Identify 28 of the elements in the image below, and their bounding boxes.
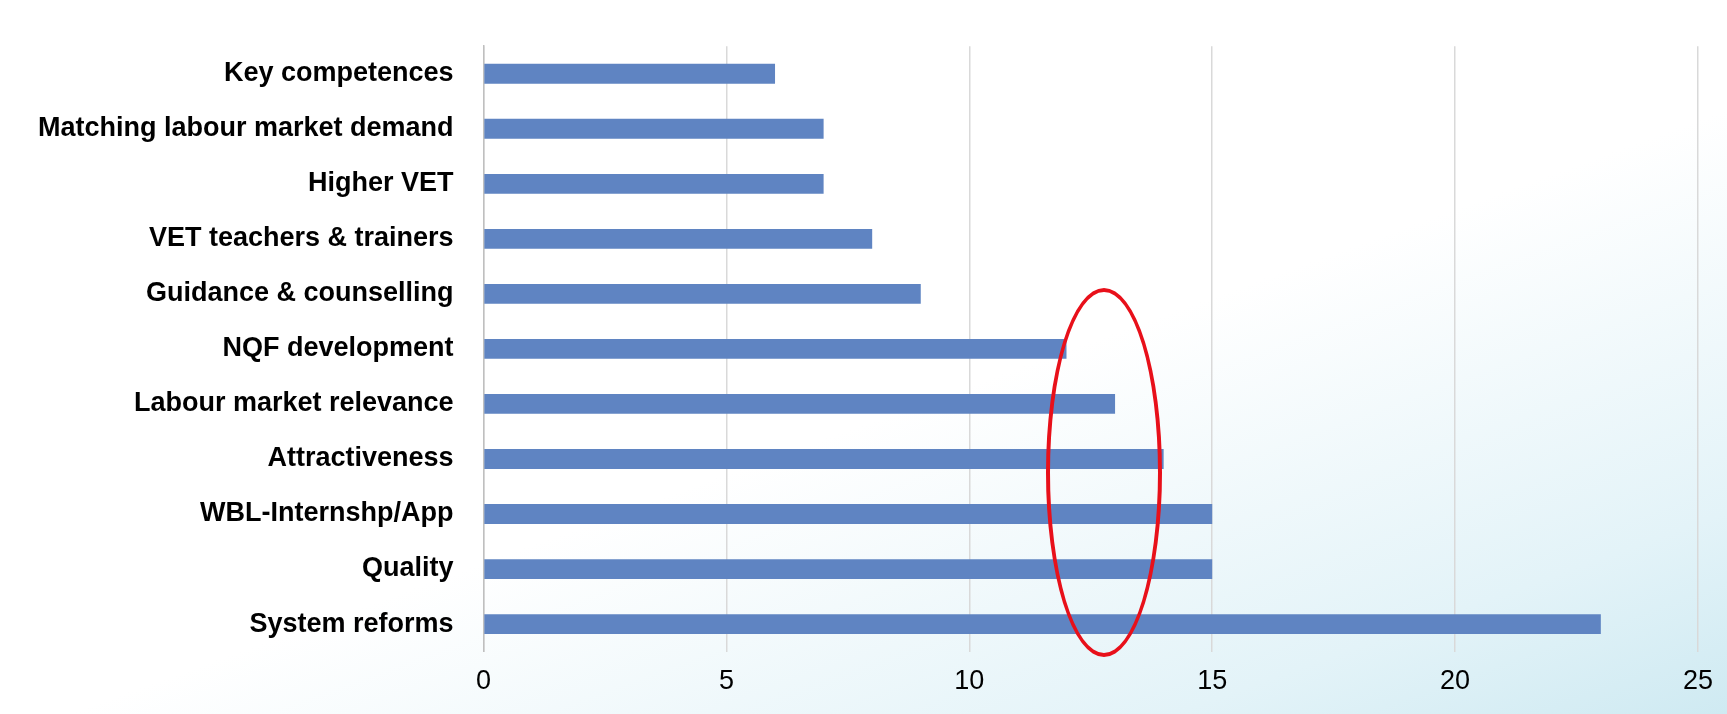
- bar: [484, 173, 824, 194]
- y-tick-label: Higher VET: [308, 167, 455, 198]
- bar: [484, 559, 1213, 579]
- bar: [484, 449, 1164, 469]
- bar: [484, 228, 873, 249]
- y-tick-label: Labour market relevance: [133, 387, 454, 418]
- bar: [484, 614, 1601, 634]
- bar: [484, 118, 824, 139]
- x-tick-label: 5: [718, 665, 734, 696]
- bar: [484, 394, 1116, 414]
- y-tick-label: NQF development: [222, 332, 454, 363]
- y-tick-label: WBL-Internshp/App: [200, 497, 454, 528]
- bar: [484, 504, 1213, 524]
- y-tick-label: Attractiveness: [267, 442, 454, 473]
- bar: [484, 283, 921, 304]
- x-tick-label: 15: [1197, 665, 1228, 696]
- y-tick-label: VET teachers & trainers: [148, 222, 454, 253]
- y-tick-label: Key competences: [223, 57, 454, 88]
- x-tick-label: 10: [954, 665, 985, 696]
- y-tick-label: Quality: [362, 552, 454, 583]
- x-tick-label: 0: [476, 665, 492, 696]
- y-tick-label: Matching labour market demand: [38, 112, 454, 143]
- x-tick-label: 20: [1440, 665, 1471, 696]
- y-tick-label: System reforms: [249, 607, 454, 638]
- y-tick-label: Guidance & counselling: [146, 277, 454, 308]
- bar: [484, 63, 776, 84]
- x-tick-label: 25: [1682, 665, 1714, 696]
- bar: [484, 338, 1067, 359]
